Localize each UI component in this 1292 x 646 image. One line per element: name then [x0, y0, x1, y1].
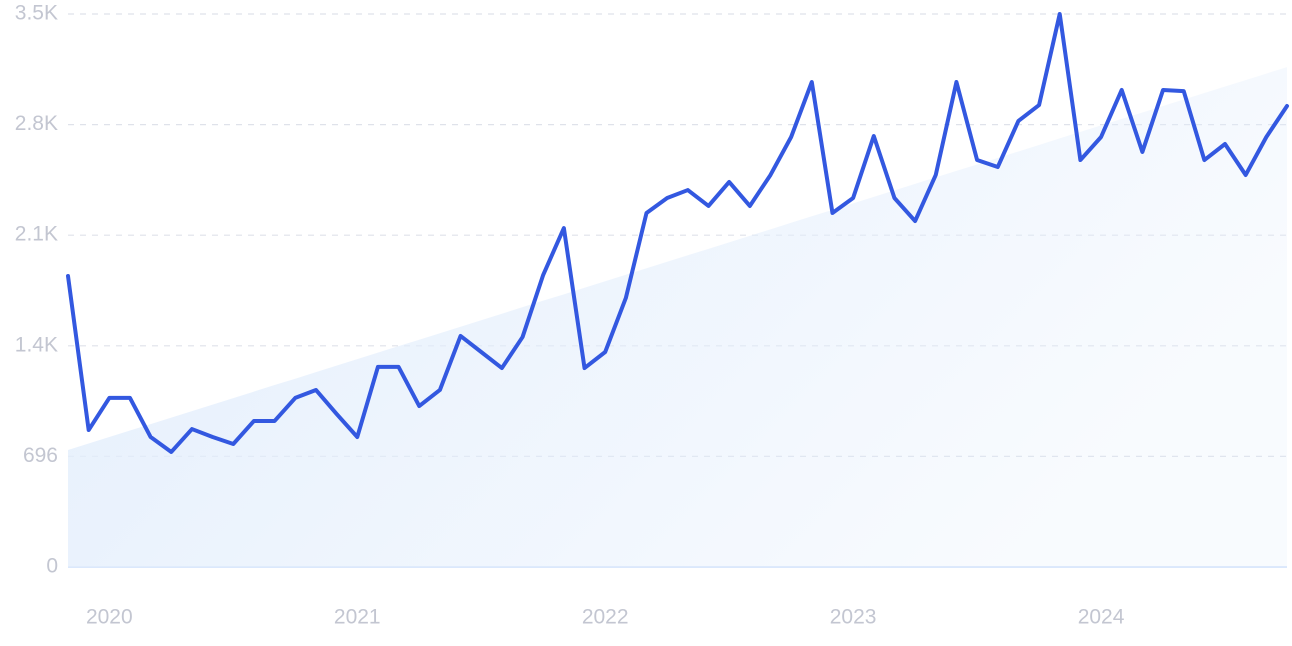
x-tick-label: 2021 — [334, 606, 381, 629]
y-tick-label: 0 — [46, 555, 58, 578]
x-tick-label: 2020 — [86, 606, 133, 629]
x-tick-label: 2024 — [1078, 606, 1125, 629]
y-tick-label: 696 — [23, 444, 58, 467]
y-tick-label: 2.1K — [15, 223, 58, 246]
x-tick-label: 2023 — [830, 606, 877, 629]
data-line — [66, 12, 1289, 454]
y-tick-label: 2.8K — [15, 112, 58, 135]
x-tick-label: 2022 — [582, 606, 629, 629]
trend-area — [68, 67, 1287, 567]
y-tick-label: 3.5K — [15, 2, 58, 25]
y-tick-label: 1.4K — [15, 333, 58, 356]
